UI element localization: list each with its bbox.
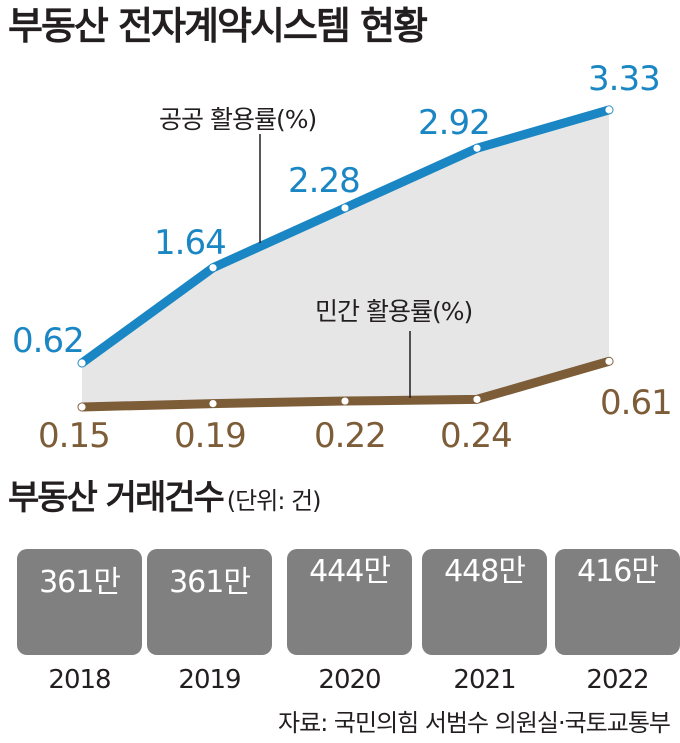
year-label-2018: 2018 xyxy=(48,665,111,695)
count-box-2018: 361만 xyxy=(17,549,142,655)
line-chart: 공공 활용률(%) 민간 활용률(%) 0.62 1.64 2.28 2.92 3.33 0… xyxy=(12,59,673,456)
year-label-2021: 2021 xyxy=(453,665,516,695)
private-point-2021 xyxy=(473,395,481,403)
public-point-2020 xyxy=(341,204,349,212)
public-label-2018: 0.62 xyxy=(12,321,84,361)
count-label-2019: 361만 xyxy=(169,565,251,600)
count-label-2018: 361만 xyxy=(39,565,121,600)
private-label-2020: 0.22 xyxy=(314,416,386,456)
private-point-2019 xyxy=(209,400,217,408)
bar-section-title-text: 부동산 거래건수 xyxy=(8,478,225,518)
count-label-2021: 448만 xyxy=(444,554,526,589)
public-series-name: 공공 활용률(%) xyxy=(159,105,316,134)
chart-title: 부동산 전자계약시스템 현황 xyxy=(8,4,428,48)
count-box-2020: 444만 xyxy=(287,549,412,655)
private-point-2022 xyxy=(605,357,613,365)
private-label-2019: 0.19 xyxy=(174,416,246,456)
public-label-2020: 2.28 xyxy=(288,161,360,201)
count-label-2020: 444만 xyxy=(309,554,391,589)
public-point-2019 xyxy=(209,264,217,272)
public-point-2018 xyxy=(78,359,86,367)
unit-label: (단위: 건) xyxy=(226,487,322,515)
public-point-2021 xyxy=(473,144,481,152)
bar-section-title: 부동산 거래건수 (단위: 건) xyxy=(8,478,322,519)
count-label-2022: 416만 xyxy=(577,554,659,589)
source-note: 자료: 국민의힘 서범수 의원실·국토교통부 xyxy=(278,709,671,737)
year-label-2020: 2020 xyxy=(318,665,381,695)
year-label-2022: 2022 xyxy=(586,665,649,695)
private-point-2018 xyxy=(78,403,86,411)
private-series-name: 민간 활용률(%) xyxy=(315,297,472,326)
public-label-2022: 3.33 xyxy=(588,59,660,99)
count-box-2019: 361만 xyxy=(147,549,272,655)
private-label-2021: 0.24 xyxy=(440,416,512,456)
year-label-2019: 2019 xyxy=(178,665,241,695)
public-label-2019: 1.64 xyxy=(154,223,226,263)
public-point-2022 xyxy=(605,106,613,114)
public-label-2021: 2.92 xyxy=(418,103,490,143)
private-label-2022: 0.61 xyxy=(600,383,672,423)
gap-area xyxy=(82,109,609,408)
count-box-2022: 416만 xyxy=(555,549,680,655)
private-point-2020 xyxy=(341,397,349,405)
count-box-2021: 448만 xyxy=(422,549,547,655)
private-label-2018: 0.15 xyxy=(38,416,110,456)
